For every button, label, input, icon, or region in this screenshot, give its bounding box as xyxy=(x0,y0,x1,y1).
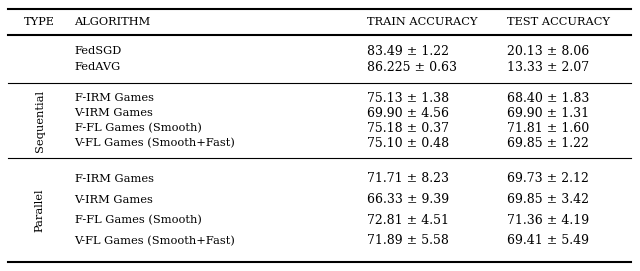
Text: ALGORITHM: ALGORITHM xyxy=(74,17,151,27)
Text: 83.49 ± 1.22: 83.49 ± 1.22 xyxy=(367,44,449,57)
Text: Parallel: Parallel xyxy=(35,188,45,232)
Text: 75.18 ± 0.37: 75.18 ± 0.37 xyxy=(367,122,449,135)
Text: TYPE: TYPE xyxy=(24,17,54,27)
Text: 69.85 ± 3.42: 69.85 ± 3.42 xyxy=(507,193,589,206)
Text: 72.81 ± 4.51: 72.81 ± 4.51 xyxy=(367,214,449,227)
Text: 69.90 ± 1.31: 69.90 ± 1.31 xyxy=(507,107,589,120)
Text: Sequential: Sequential xyxy=(35,90,45,152)
Text: 69.90 ± 4.56: 69.90 ± 4.56 xyxy=(367,107,449,120)
Text: V-FL Games (Smooth+Fast): V-FL Games (Smooth+Fast) xyxy=(74,236,236,246)
Text: 71.89 ± 5.58: 71.89 ± 5.58 xyxy=(367,234,449,247)
Text: 71.71 ± 8.23: 71.71 ± 8.23 xyxy=(367,172,449,185)
Text: 75.13 ± 1.38: 75.13 ± 1.38 xyxy=(367,92,449,105)
Text: 71.81 ± 1.60: 71.81 ± 1.60 xyxy=(507,122,589,135)
Text: TRAIN ACCURACY: TRAIN ACCURACY xyxy=(367,17,477,27)
Text: 71.36 ± 4.19: 71.36 ± 4.19 xyxy=(507,214,589,227)
Text: V-FL Games (Smooth+Fast): V-FL Games (Smooth+Fast) xyxy=(74,138,236,149)
Text: FedAVG: FedAVG xyxy=(74,62,121,72)
Text: V-IRM Games: V-IRM Games xyxy=(74,108,154,118)
Text: F-FL Games (Smooth): F-FL Games (Smooth) xyxy=(74,123,202,133)
Text: F-FL Games (Smooth): F-FL Games (Smooth) xyxy=(74,215,202,225)
Text: 69.73 ± 2.12: 69.73 ± 2.12 xyxy=(507,172,589,185)
Text: 20.13 ± 8.06: 20.13 ± 8.06 xyxy=(507,44,589,57)
Text: TEST ACCURACY: TEST ACCURACY xyxy=(507,17,610,27)
Text: F-IRM Games: F-IRM Games xyxy=(74,93,154,103)
Text: 86.225 ± 0.63: 86.225 ± 0.63 xyxy=(367,61,457,74)
Text: 69.85 ± 1.22: 69.85 ± 1.22 xyxy=(507,137,589,150)
Text: 68.40 ± 1.83: 68.40 ± 1.83 xyxy=(507,92,589,105)
Text: 66.33 ± 9.39: 66.33 ± 9.39 xyxy=(367,193,449,206)
Text: 13.33 ± 2.07: 13.33 ± 2.07 xyxy=(507,61,589,74)
Text: FedSGD: FedSGD xyxy=(74,46,122,56)
Text: 75.10 ± 0.48: 75.10 ± 0.48 xyxy=(367,137,449,150)
Text: 69.41 ± 5.49: 69.41 ± 5.49 xyxy=(507,234,589,247)
Text: F-IRM Games: F-IRM Games xyxy=(74,174,154,184)
Text: V-IRM Games: V-IRM Games xyxy=(74,195,154,205)
